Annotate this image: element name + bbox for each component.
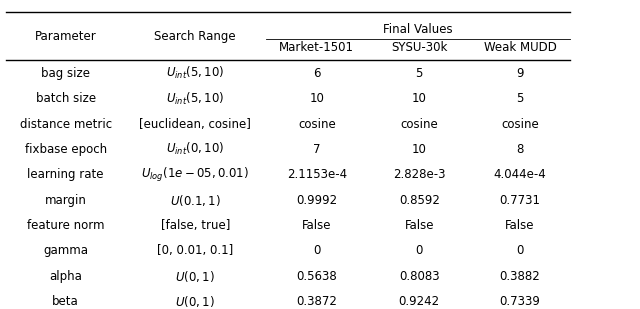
Text: [false, true]: [false, true] <box>161 219 230 232</box>
Text: distance metric: distance metric <box>20 118 111 131</box>
Text: batch size: batch size <box>36 92 95 105</box>
Text: 0.5638: 0.5638 <box>296 270 337 283</box>
Text: 0.3882: 0.3882 <box>500 270 540 283</box>
Text: cosine: cosine <box>401 118 438 131</box>
Text: 4.044e-4: 4.044e-4 <box>493 168 547 181</box>
Text: $U_{int}(0,10)$: $U_{int}(0,10)$ <box>166 142 225 158</box>
Text: 6: 6 <box>313 67 321 80</box>
Text: 5: 5 <box>415 67 423 80</box>
Text: fixbase epoch: fixbase epoch <box>24 143 107 156</box>
Text: 0.9992: 0.9992 <box>296 194 337 207</box>
Text: 0: 0 <box>516 244 524 257</box>
Text: 0.7731: 0.7731 <box>499 194 541 207</box>
Text: 5: 5 <box>516 92 524 105</box>
Text: margin: margin <box>45 194 86 207</box>
Text: [0, 0.01, 0.1]: [0, 0.01, 0.1] <box>157 244 234 257</box>
Text: alpha: alpha <box>49 270 82 283</box>
Text: learning rate: learning rate <box>28 168 104 181</box>
Text: 0.8083: 0.8083 <box>399 270 440 283</box>
Text: feature norm: feature norm <box>27 219 104 232</box>
Text: $U(0, 1)$: $U(0, 1)$ <box>175 269 215 284</box>
Text: 10: 10 <box>412 143 427 156</box>
Text: 9: 9 <box>516 67 524 80</box>
Text: False: False <box>302 219 332 232</box>
Text: 0.3872: 0.3872 <box>296 295 337 308</box>
Text: $U_{int}(5,10)$: $U_{int}(5,10)$ <box>166 91 225 107</box>
Text: 0: 0 <box>415 244 423 257</box>
Text: beta: beta <box>52 295 79 308</box>
Text: 0.8592: 0.8592 <box>399 194 440 207</box>
Text: [euclidean, cosine]: [euclidean, cosine] <box>140 118 251 131</box>
Text: 2.1153e-4: 2.1153e-4 <box>287 168 347 181</box>
Text: cosine: cosine <box>298 118 335 131</box>
Text: 0: 0 <box>313 244 321 257</box>
Text: 7: 7 <box>313 143 321 156</box>
Text: Final Values: Final Values <box>383 23 452 36</box>
Text: $U(0, 1)$: $U(0, 1)$ <box>175 294 215 309</box>
Text: 0.7339: 0.7339 <box>500 295 540 308</box>
Text: Market-1501: Market-1501 <box>279 41 355 54</box>
Text: 0.9242: 0.9242 <box>399 295 440 308</box>
Text: SYSU-30k: SYSU-30k <box>391 41 447 54</box>
Text: 8: 8 <box>516 143 524 156</box>
Text: 2.828e-3: 2.828e-3 <box>393 168 445 181</box>
Text: 10: 10 <box>412 92 427 105</box>
Text: $U_{int}(5,10)$: $U_{int}(5,10)$ <box>166 66 225 82</box>
Text: $U_{log}(1e-05, 0.01)$: $U_{log}(1e-05, 0.01)$ <box>141 166 249 184</box>
Text: bag size: bag size <box>41 67 90 80</box>
Text: Search Range: Search Range <box>154 30 236 43</box>
Text: cosine: cosine <box>501 118 539 131</box>
Text: $U(0.1, 1)$: $U(0.1, 1)$ <box>170 193 221 208</box>
Text: Parameter: Parameter <box>35 30 97 43</box>
Text: 10: 10 <box>309 92 324 105</box>
Text: gamma: gamma <box>43 244 88 257</box>
Text: Weak MUDD: Weak MUDD <box>484 41 556 54</box>
Text: False: False <box>404 219 434 232</box>
Text: False: False <box>505 219 535 232</box>
